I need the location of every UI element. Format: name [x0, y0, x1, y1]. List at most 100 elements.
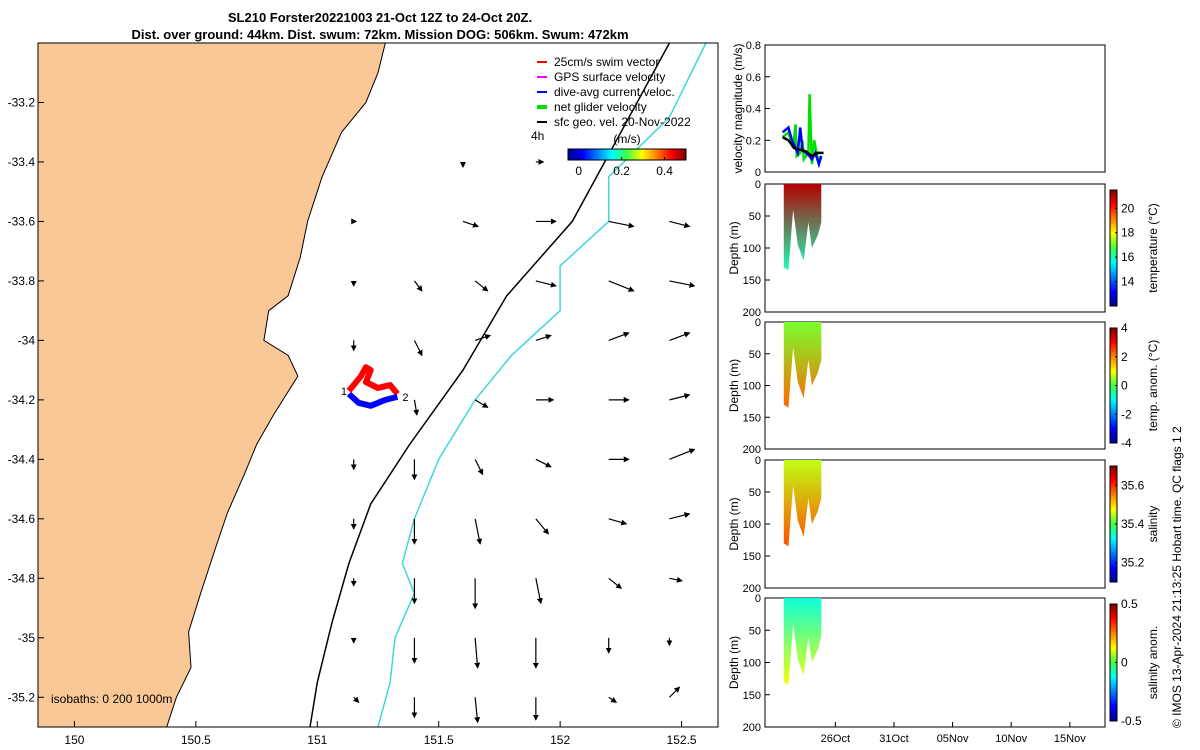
map-ytick-label: -33.8: [8, 274, 36, 288]
time-tick-label: 05Nov: [937, 733, 969, 745]
land: [37, 42, 386, 728]
temp-anomaly-ytick-label: 200: [743, 444, 761, 456]
temperature-section: [783, 184, 822, 271]
geo-vector-3: [462, 220, 479, 228]
temperature-ctick-label: 14: [1121, 275, 1135, 289]
speed-colorbar: [567, 148, 687, 161]
salinity-ytick-label: 200: [743, 583, 761, 595]
temperature-ytick-label: 0: [755, 179, 761, 191]
swim-vector-track: [346, 364, 400, 396]
velocity-ytick-label: 0.2: [746, 135, 761, 147]
time-tick-label: 26Oct: [821, 733, 850, 745]
temp-anomaly-ytick-label: 150: [743, 412, 761, 424]
velocity-ytick-label: 0.6: [746, 72, 761, 84]
map-ytick-label: -35.2: [8, 690, 36, 704]
temperature-panel: [764, 183, 1106, 313]
track-label-2: 2: [402, 392, 408, 404]
time-tick-label: 10Nov: [995, 733, 1027, 745]
geo-vector-16: [535, 334, 552, 341]
temp-anomaly-ctick-label: -4: [1121, 436, 1132, 450]
temp-anomaly-ytick-label: 50: [749, 349, 761, 361]
geo-vector-53: [669, 686, 681, 698]
time-tick-label: 15Nov: [1054, 733, 1086, 745]
geo-vector-17: [608, 331, 630, 341]
geo-vector-23: [669, 393, 691, 401]
salinity-anomaly-clabel: salinity anom.: [1146, 626, 1160, 699]
geo-vector-34: [608, 518, 628, 526]
salinity-anomaly-panel: [764, 597, 1106, 728]
isobath-200m: [309, 42, 671, 728]
velocity-series-2: [781, 136, 824, 158]
salinity-anomaly-ctick-label: 0.5: [1121, 597, 1138, 611]
map-ytick-label: -33.4: [8, 155, 36, 169]
salinity-anomaly-ctick-label: 0: [1121, 656, 1128, 670]
salinity-ylabel: Depth (m): [727, 497, 741, 550]
legend-entry-3: net glider velocity: [554, 100, 647, 114]
velocity-ytick-label: 0.8: [746, 40, 761, 52]
salinity-anomaly-ytick-label: 100: [743, 658, 761, 670]
geo-vector-18: [669, 331, 691, 341]
legend-entry-2: dive-avg current veloc.: [554, 85, 675, 99]
temperature-ctick-label: 16: [1121, 250, 1135, 264]
temp-anomaly-ctick-label: 0: [1121, 379, 1128, 393]
salinity-ctick-label: 35.6: [1121, 478, 1145, 492]
map-xtick-label: 151.5: [424, 733, 454, 747]
map-xtick-label: 150.5: [181, 733, 211, 747]
geo-vector-52: [608, 696, 618, 703]
geo-vector-20: [474, 399, 489, 408]
temp-anomaly-clabel: temp. anom. (°C): [1146, 340, 1160, 432]
salinity-anomaly-ylabel: Depth (m): [727, 636, 741, 689]
map-panel: 2 1 150 150.5 151 151.5 152 152.5 -33.2 -33.4 -33.…: [8, 42, 719, 747]
velocity-ytick-label: 0.4: [746, 104, 761, 116]
velocity-ytick-label: 0: [755, 167, 761, 179]
geo-vector-14: [413, 340, 423, 357]
salinity-ytick-label: 50: [749, 487, 761, 499]
speed-colorbar-label: (m/s): [613, 132, 640, 146]
legend-entry-0: 25cm/s swim vector: [554, 55, 659, 69]
temperature-colorbar: [1109, 189, 1118, 307]
geo-vector-15: [474, 334, 492, 341]
temperature-ytick-label: 50: [749, 211, 761, 223]
velocity-ylabel: velocity magnitude (m/s): [731, 43, 745, 173]
geo-vector-26: [474, 459, 484, 476]
legend-entry-4: sfc geo. vel. 20-Nov-2022: [554, 115, 691, 129]
geo-vector-50: [474, 697, 481, 724]
map-ytick-label: -33.2: [8, 95, 36, 109]
temp-anomaly-section: [783, 322, 822, 408]
map-xtick-label: 150: [64, 733, 84, 747]
map-ytick-label: -34.2: [8, 393, 36, 407]
geo-vector-19: [413, 399, 420, 416]
geo-vector-12: [669, 280, 696, 288]
geo-vector-39: [535, 578, 543, 605]
geo-vector-48: [353, 696, 360, 703]
map-ytick-label: -34.8: [8, 571, 36, 585]
salinity-panel: [764, 459, 1106, 589]
map-ytick-label: -35: [18, 631, 36, 645]
geo-vector-35: [669, 512, 691, 520]
map-xtick-label: 151: [307, 733, 327, 747]
isobaths-label: isobaths: 0 200 1000m: [51, 692, 172, 706]
geo-vector-11: [608, 280, 635, 292]
temp-anomaly-ylabel: Depth (m): [727, 359, 741, 412]
geo-vector-8: [413, 280, 423, 292]
geo-vector-29: [669, 448, 696, 460]
salinity-anomaly-ytick-label: 0: [755, 593, 761, 605]
temperature-ytick-label: 100: [743, 243, 761, 255]
time-tick-label: 31Oct: [879, 733, 908, 745]
temp-anomaly-ctick-label: 2: [1121, 350, 1128, 364]
temp-anomaly-ytick-label: 100: [743, 381, 761, 393]
geo-vector-27: [535, 458, 552, 468]
temp-anomaly-ytick-label: 0: [755, 317, 761, 329]
map-ytick-label: -34: [18, 333, 36, 347]
legend-note: 4h: [531, 129, 544, 143]
geo-vector-40: [608, 577, 622, 589]
chart-title-line-1: SL210 Forster20221003 21-Oct 12Z to 24-O…: [227, 10, 533, 25]
temperature-ylabel: Depth (m): [727, 221, 741, 274]
temp-anomaly-ctick-label: -2: [1121, 407, 1132, 421]
salinity-ytick-label: 150: [743, 551, 761, 563]
colorbar-tick-label: 0: [575, 164, 582, 178]
salinity-anomaly-ytick-label: 50: [749, 625, 761, 637]
geo-vector-10: [535, 280, 557, 288]
